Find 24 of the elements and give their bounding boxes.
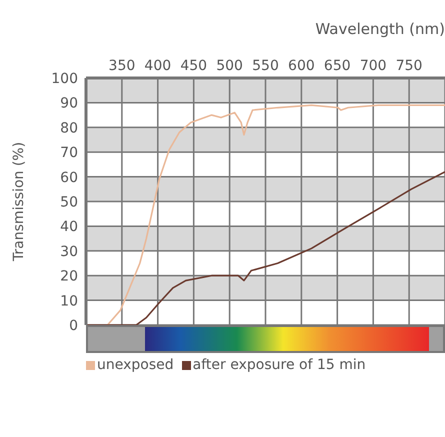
y-tick-label: 70 xyxy=(60,145,78,162)
x-tick-label: 600 xyxy=(288,58,315,74)
y-tick-label: 10 xyxy=(60,293,78,310)
y-tick-label: 100 xyxy=(51,70,78,87)
y-tick-label: 90 xyxy=(60,96,78,112)
legend-label: unexposed xyxy=(97,357,174,373)
y-tick-label: 50 xyxy=(60,194,78,210)
x-tick-label: 550 xyxy=(252,58,279,74)
x-tick-label: 500 xyxy=(216,58,243,74)
y-tick-label: 80 xyxy=(60,120,78,136)
y-tick-label: 20 xyxy=(60,268,78,285)
y-tick-label: 60 xyxy=(60,170,78,186)
x-tick-label: 400 xyxy=(144,58,172,74)
legend-label: after exposure of 15 min xyxy=(192,357,366,373)
x-tick-label: 350 xyxy=(108,58,136,74)
y-tick-label: 30 xyxy=(60,244,78,260)
x-tick-label: 450 xyxy=(180,58,208,74)
x-tick-label: 700 xyxy=(360,58,387,74)
y-tick-label: 40 xyxy=(60,219,78,236)
x-axis-title: Wavelength (nm) xyxy=(315,20,445,38)
y-tick-label: 0 xyxy=(69,318,78,334)
y-axis-title: Transmission (%) xyxy=(10,142,27,262)
x-tick-label: 650 xyxy=(324,58,351,74)
x-tick-label: 750 xyxy=(396,58,422,74)
